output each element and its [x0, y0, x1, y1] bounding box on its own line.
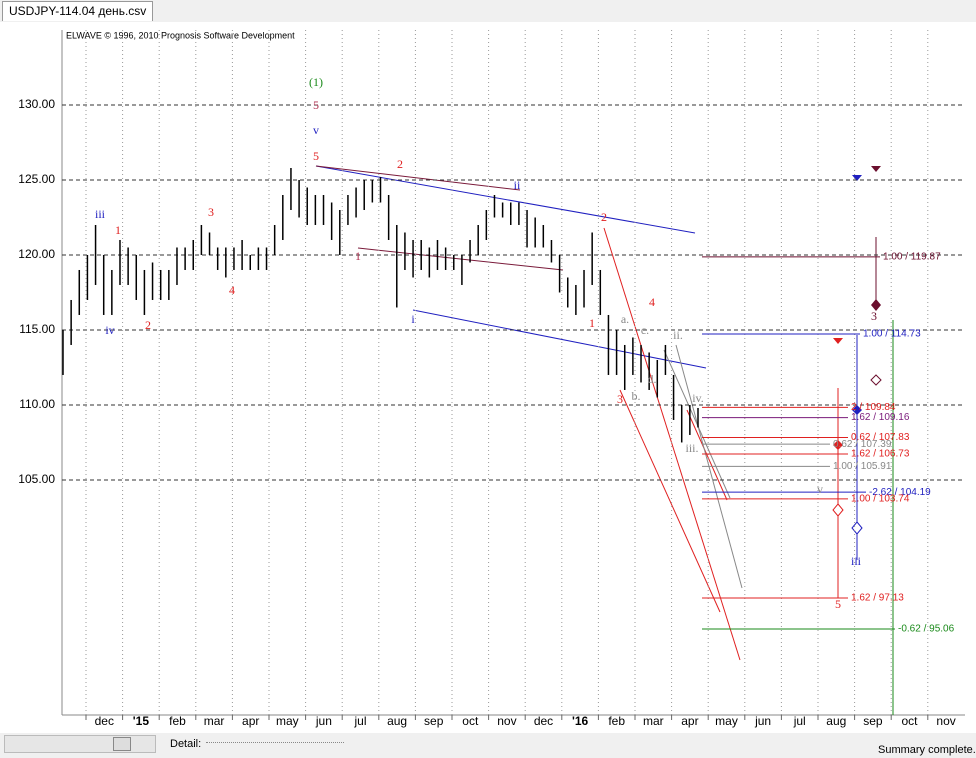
x-tick-label: mar: [204, 714, 225, 728]
wave-label: 1: [355, 249, 361, 263]
x-tick-label: apr: [681, 714, 698, 728]
wave-label: iii: [851, 554, 862, 568]
x-tick-label: '16: [572, 714, 589, 728]
wave-label: 4: [229, 283, 235, 297]
x-tick-label: oct: [462, 714, 479, 728]
wave-label: 2: [145, 318, 151, 332]
x-tick-label: jun: [315, 714, 332, 728]
x-tick-label: dec: [95, 714, 114, 728]
x-tick-label: may: [276, 714, 299, 728]
wave-label: a.: [621, 312, 629, 326]
wave-label: 2: [397, 157, 403, 171]
fib-label: -0.62 / 95.06: [898, 624, 955, 635]
markers: [832, 166, 882, 535]
x-tick-label: '15: [133, 714, 150, 728]
wave-label: c.: [641, 323, 649, 337]
wave-label: iii: [95, 207, 106, 221]
tab[interactable]: USDJPY-114.04 день.csv: [2, 1, 154, 21]
status: Summary complete.: [878, 744, 976, 756]
chart: ELWAVE © 1996, 2010 Prognosis Software D…: [0, 22, 976, 733]
fib-label: 1.00 / 103.74: [851, 494, 910, 505]
fib-label: 1.00 / 114.73: [863, 329, 921, 340]
fib-label: 0.62 / 107.83: [851, 432, 910, 443]
x-tick-label: aug: [387, 714, 407, 728]
y-tick-label: 125.00: [18, 172, 55, 186]
wave-label: 5: [835, 597, 841, 611]
fib-label: 1.62 / 97.13: [851, 593, 904, 604]
wave-label: iv: [105, 323, 114, 337]
wave-label: v: [817, 482, 823, 496]
x-tick-label: jun: [754, 714, 771, 728]
x-tick-label: oct: [901, 714, 918, 728]
wave-label: 1: [115, 223, 121, 237]
fib-label: 2 / 109.84: [851, 402, 896, 413]
wave-label: ii.: [673, 328, 683, 342]
x-tick-label: apr: [242, 714, 259, 728]
wave-label: d.: [648, 372, 657, 386]
wave-label: 3: [617, 392, 623, 406]
x-tick-label: may: [715, 714, 738, 728]
x-tick-label: sep: [424, 714, 444, 728]
y-tick-label: 115.00: [19, 322, 55, 336]
wave-label: iii.: [685, 441, 698, 455]
detail-slider[interactable]: [206, 742, 344, 745]
fib-label: 0.62 / 107.39: [833, 439, 892, 450]
wave-label: i: [411, 312, 415, 326]
wave-label: ii: [514, 178, 521, 192]
wave-label: 5: [313, 98, 319, 112]
tab-bar: USDJPY-114.04 день.csv: [0, 0, 976, 23]
y-tick-label: 130.00: [18, 97, 55, 111]
x-tick-label: sep: [863, 714, 883, 728]
wave-label: 1: [589, 316, 595, 330]
y-tick-label: 110.00: [19, 397, 55, 411]
wave-label: 3: [871, 309, 877, 323]
x-tick-label: jul: [793, 714, 806, 728]
scrollbar[interactable]: [4, 735, 156, 753]
wave-label: b.: [632, 389, 641, 403]
x-tick-label: mar: [643, 714, 664, 728]
wave-label: iv.: [692, 391, 704, 405]
wave-label: 4: [649, 295, 655, 309]
wave-label: 3: [208, 205, 214, 219]
fib-label: 1.00 / 119.87: [883, 252, 941, 263]
x-tick-label: aug: [826, 714, 846, 728]
x-tick-label: nov: [497, 714, 516, 728]
x-tick-label: feb: [608, 714, 625, 728]
scroll-thumb[interactable]: [113, 737, 131, 751]
wave-label: (1): [309, 75, 323, 89]
fib-label: 1.00 / 105.91: [833, 461, 892, 472]
x-tick-label: jul: [353, 714, 366, 728]
fib-label: -2.62 / 104.19: [869, 487, 931, 498]
y-tick-label: 105.00: [18, 472, 55, 486]
wave-label: v: [313, 123, 319, 137]
credit: ELWAVE © 1996, 2010 Prognosis Software D…: [66, 30, 295, 40]
wave-label: 2: [601, 210, 607, 224]
fib-label: 1.62 / 109.16: [851, 412, 910, 423]
x-tick-label: feb: [169, 714, 186, 728]
fib-label: 1.62 / 106.73: [851, 449, 910, 460]
x-tick-label: dec: [534, 714, 553, 728]
wave-label: 5: [313, 149, 319, 163]
y-tick-label: 120.00: [18, 247, 55, 261]
detail-label: Detail:: [170, 738, 202, 750]
chart-bg: [0, 22, 976, 733]
bottom-bar: Detail: Summary complete.: [0, 733, 976, 758]
x-tick-label: nov: [936, 714, 955, 728]
